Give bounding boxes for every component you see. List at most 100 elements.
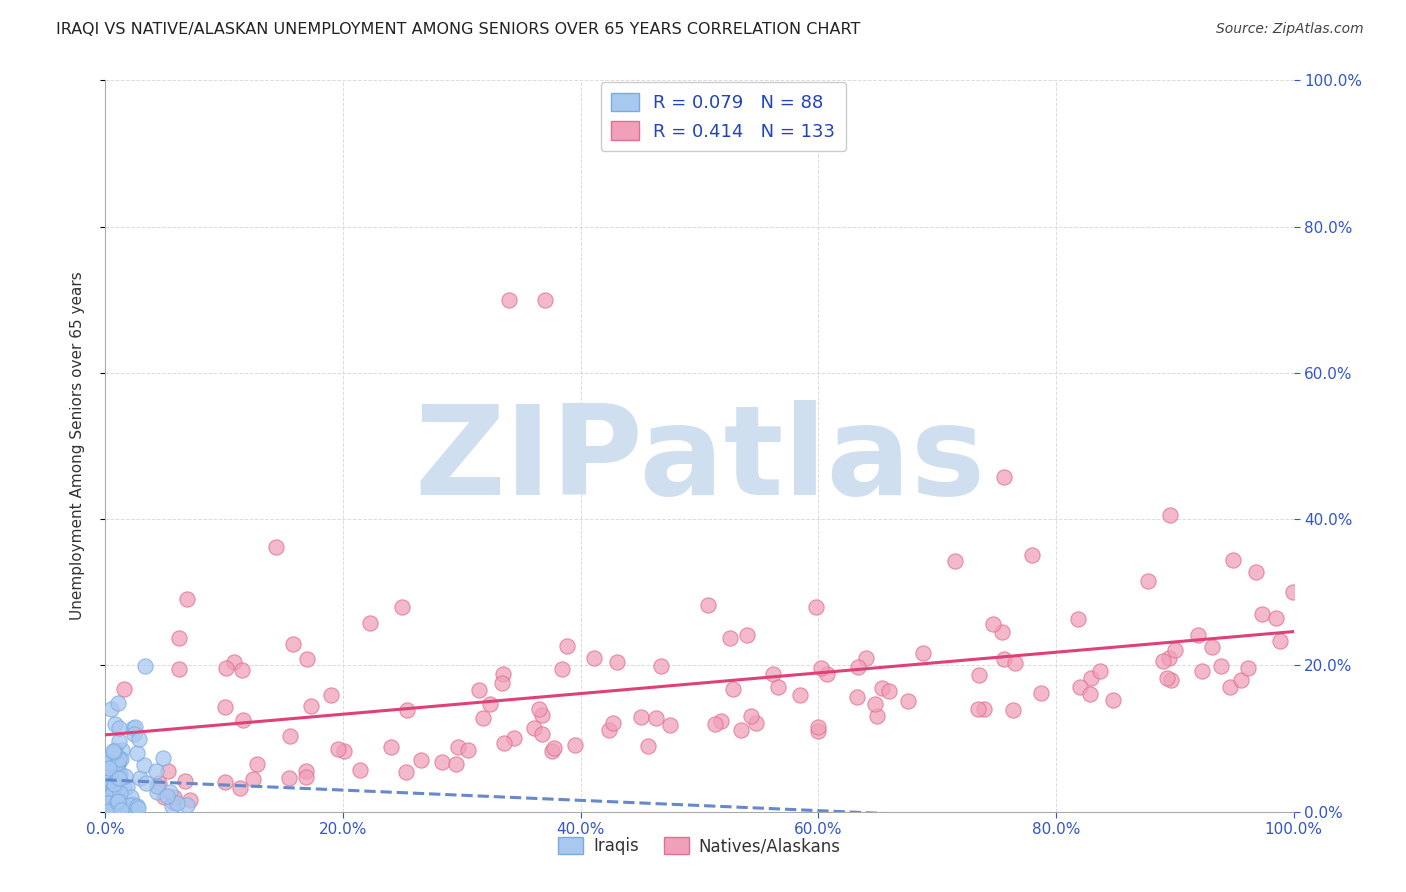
Point <box>1102 693 1125 707</box>
Point <box>564 738 586 752</box>
Point <box>173 774 195 789</box>
Point <box>815 667 838 681</box>
Point <box>491 676 513 690</box>
Point <box>107 696 129 710</box>
Point <box>1209 658 1232 673</box>
Point <box>1164 643 1187 657</box>
Point <box>118 798 141 813</box>
Point <box>242 772 264 786</box>
Point <box>281 636 304 650</box>
Point <box>457 742 479 756</box>
Point <box>98 804 121 818</box>
Point <box>125 746 148 760</box>
Point <box>110 804 132 818</box>
Point <box>229 780 252 795</box>
Point <box>704 717 727 731</box>
Point <box>789 688 811 702</box>
Point <box>103 745 125 759</box>
Point <box>127 800 149 814</box>
Point <box>115 780 138 794</box>
Point <box>110 803 132 817</box>
Point <box>1159 508 1181 522</box>
Point <box>492 666 515 681</box>
Point <box>108 799 131 814</box>
Point <box>543 740 565 755</box>
Point <box>118 798 141 813</box>
Point <box>807 720 830 734</box>
Point <box>101 757 124 772</box>
Point <box>1201 640 1223 655</box>
Point <box>103 782 125 797</box>
Point <box>224 655 246 669</box>
Point <box>105 803 128 817</box>
Point <box>104 802 127 816</box>
Point <box>380 739 402 754</box>
Point <box>735 628 758 642</box>
Point <box>264 540 287 554</box>
Point <box>630 710 652 724</box>
Point <box>96 756 118 771</box>
Point <box>162 795 184 809</box>
Point <box>176 798 198 813</box>
Point <box>294 770 316 784</box>
Point <box>866 709 889 723</box>
Point <box>1191 664 1213 678</box>
Point <box>391 600 413 615</box>
Point <box>319 688 342 702</box>
Point <box>479 698 502 712</box>
Point <box>1265 611 1288 625</box>
Point <box>1080 672 1102 686</box>
Point <box>1069 680 1091 694</box>
Point <box>696 598 718 612</box>
Point <box>1230 673 1253 687</box>
Point <box>214 775 236 789</box>
Point <box>107 752 129 766</box>
Point <box>105 787 128 801</box>
Point <box>1001 703 1024 717</box>
Point <box>606 655 628 669</box>
Point <box>231 663 253 677</box>
Point <box>294 764 316 779</box>
Point <box>531 727 554 741</box>
Point <box>555 639 578 653</box>
Point <box>1222 553 1244 567</box>
Point <box>152 751 174 765</box>
Point <box>810 661 832 675</box>
Point <box>232 713 254 727</box>
Point <box>534 293 557 307</box>
Point <box>127 799 149 814</box>
Point <box>1156 671 1178 685</box>
Point <box>855 651 877 665</box>
Point <box>160 798 183 813</box>
Point <box>111 742 134 756</box>
Point <box>468 682 491 697</box>
Point <box>1237 661 1260 675</box>
Point <box>215 661 238 675</box>
Point <box>807 723 830 738</box>
Point <box>104 797 127 811</box>
Point <box>122 721 145 735</box>
Point <box>107 733 129 747</box>
Text: Source: ZipAtlas.com: Source: ZipAtlas.com <box>1216 22 1364 37</box>
Point <box>146 785 169 799</box>
Point <box>650 658 672 673</box>
Point <box>710 714 733 728</box>
Point <box>108 786 131 800</box>
Point <box>723 681 745 696</box>
Point <box>134 659 156 673</box>
Point <box>598 723 620 737</box>
Point <box>104 795 127 809</box>
Point <box>124 720 146 734</box>
Point <box>394 765 416 780</box>
Point <box>602 715 624 730</box>
Point <box>96 791 118 805</box>
Point <box>100 788 122 802</box>
Point <box>110 794 132 808</box>
Point <box>111 802 134 816</box>
Point <box>447 739 470 754</box>
Point <box>135 776 157 790</box>
Point <box>498 293 520 307</box>
Point <box>1268 634 1291 648</box>
Point <box>108 796 131 810</box>
Point <box>278 730 301 744</box>
